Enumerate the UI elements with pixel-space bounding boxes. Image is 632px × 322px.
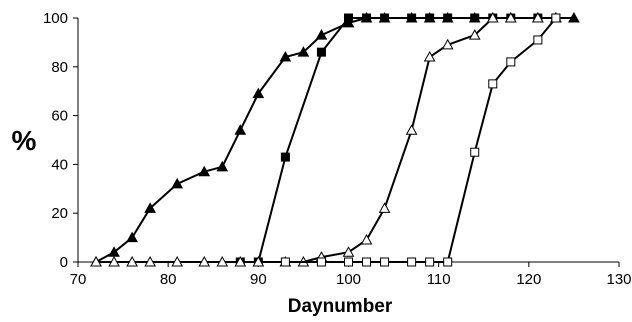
data-point	[532, 11, 544, 23]
series-line	[240, 17, 556, 263]
data-point	[144, 255, 156, 267]
data-point	[297, 46, 310, 57]
data-point	[425, 13, 435, 23]
y-tick-label: 40	[51, 156, 68, 173]
series-filled-square	[235, 13, 561, 267]
data-point	[280, 152, 290, 162]
data-point	[279, 51, 292, 62]
x-ticks: 70 80 90 100 110 120 130	[70, 262, 632, 288]
data-point	[216, 160, 229, 172]
axes	[77, 18, 619, 263]
data-point	[443, 13, 453, 23]
data-point	[144, 202, 156, 213]
series-filled-triangle	[90, 11, 580, 267]
data-point	[486, 11, 499, 23]
y-tick-label: 100	[43, 10, 68, 27]
data-point	[405, 124, 418, 135]
data-point	[378, 202, 391, 213]
data-point	[380, 257, 390, 267]
x-tick-label: 80	[160, 271, 177, 288]
data-point	[362, 257, 372, 267]
series-open-square	[280, 13, 561, 267]
data-point	[280, 257, 290, 267]
data-point	[234, 124, 247, 135]
data-point	[360, 234, 373, 245]
y-tick-label: 60	[51, 108, 68, 125]
series-line	[95, 17, 574, 263]
x-axis-title: Daynumber	[288, 296, 393, 317]
data-point	[362, 13, 372, 23]
data-point	[90, 255, 102, 267]
data-point	[198, 165, 211, 177]
data-point	[506, 57, 516, 67]
data-point	[407, 257, 417, 267]
data-point	[216, 255, 229, 267]
data-point	[198, 255, 211, 267]
x-tick-label: 70	[70, 271, 87, 288]
x-tick-label: 100	[336, 271, 361, 288]
data-point	[234, 255, 247, 267]
data-point	[342, 246, 355, 257]
data-point	[441, 38, 454, 50]
x-tick-label: 120	[516, 271, 541, 288]
series-line	[285, 17, 557, 263]
data-point	[488, 79, 498, 89]
x-tick-label: 110	[427, 271, 451, 288]
data-point	[551, 13, 561, 23]
data-point	[344, 257, 353, 267]
data-point	[533, 35, 543, 45]
data-point	[171, 177, 184, 189]
x-tick-label: 130	[606, 271, 631, 288]
x-tick-label: 90	[250, 271, 267, 288]
data-point	[504, 11, 517, 23]
data-point	[316, 257, 326, 267]
series-open-triangle	[90, 11, 562, 267]
data-point	[171, 255, 184, 267]
data-point	[380, 13, 390, 23]
data-point	[252, 87, 265, 99]
data-point	[316, 47, 326, 57]
series-layer	[90, 11, 580, 267]
data-point	[315, 29, 328, 40]
data-point	[126, 231, 138, 243]
data-point	[468, 29, 481, 40]
data-point	[252, 255, 265, 267]
y-tick-label: 20	[51, 205, 68, 222]
data-point	[568, 11, 580, 23]
data-point	[108, 255, 120, 267]
data-point	[425, 257, 435, 267]
y-axis-title: %	[12, 125, 37, 156]
data-point	[470, 147, 480, 157]
data-point	[407, 13, 417, 23]
data-point	[423, 51, 436, 62]
data-point	[470, 13, 480, 23]
data-point	[443, 257, 453, 267]
y-tick-label: 0	[60, 254, 68, 271]
y-tick-label: 80	[51, 59, 68, 76]
data-point	[126, 255, 138, 267]
y-ticks: 0 20 40 60 80 100	[43, 10, 78, 271]
data-point	[344, 13, 353, 23]
